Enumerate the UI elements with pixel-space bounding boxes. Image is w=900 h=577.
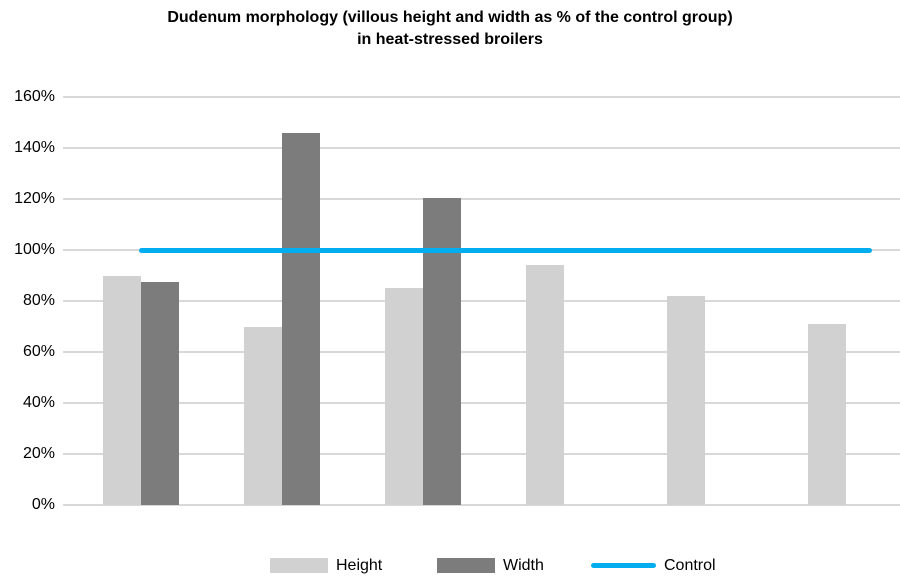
- legend-item-height: Height: [270, 556, 382, 575]
- legend-label-control: Control: [664, 556, 716, 574]
- bar-height-group5: [667, 295, 705, 505]
- control-line: [139, 247, 872, 253]
- bar-width-group2: [282, 132, 320, 505]
- gridline-160pct: [63, 96, 900, 98]
- legend: Height Width Control: [0, 556, 900, 575]
- legend-item-control: Control: [591, 556, 716, 575]
- chart-title-line2: in heat-stressed broilers: [357, 31, 543, 48]
- bar-height-group2: [244, 326, 282, 505]
- chart-title: Dudenum morphology (villous height and w…: [0, 7, 900, 51]
- bar-height-group4: [526, 265, 564, 505]
- gridline-60pct: [63, 351, 900, 353]
- y-axis-label-80pct: 80%: [22, 292, 55, 309]
- y-axis-label-140pct: 140%: [14, 139, 55, 156]
- y-axis-label-20pct: 20%: [22, 445, 55, 462]
- y-axis-label-160pct: 160%: [14, 88, 55, 105]
- gridline-40pct: [63, 402, 900, 404]
- y-axis-label-120pct: 120%: [14, 190, 55, 207]
- gridline-20pct: [63, 453, 900, 455]
- gridline-140pct: [63, 147, 900, 149]
- legend-item-width: Width: [437, 556, 544, 575]
- chart-title-line1: Dudenum morphology (villous height and w…: [167, 9, 733, 26]
- y-axis-label-100pct: 100%: [14, 241, 55, 258]
- bar-width-group1: [141, 281, 179, 505]
- legend-label-height: Height: [336, 556, 383, 574]
- bar-height-group1: [103, 275, 141, 505]
- y-axis-label-40pct: 40%: [22, 394, 55, 411]
- height-series-swatch: [270, 558, 328, 573]
- control-line-swatch: [591, 563, 656, 568]
- y-axis-label-60pct: 60%: [22, 343, 55, 360]
- gridline-120pct: [63, 198, 900, 200]
- gridline-80pct: [63, 300, 900, 302]
- width-series-swatch: [437, 558, 495, 573]
- bar-width-group3: [423, 197, 461, 505]
- legend-label-width: Width: [503, 556, 544, 574]
- bar-height-group3: [385, 288, 423, 505]
- plot-area: [63, 96, 900, 506]
- gridline-0pct: [63, 504, 900, 506]
- y-axis-label-0pct: 0%: [31, 496, 55, 513]
- bar-height-group6: [808, 323, 846, 505]
